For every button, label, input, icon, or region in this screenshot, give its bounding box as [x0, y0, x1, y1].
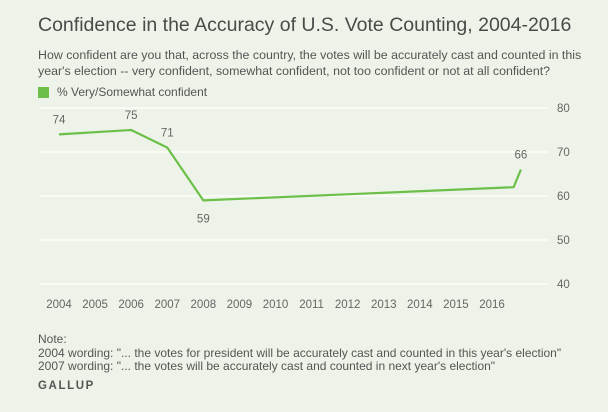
x-tick-label: 2011: [299, 299, 324, 311]
data-label: 66: [514, 150, 527, 162]
data-labels: 74 75 71 59 66: [53, 110, 528, 225]
note-line: 2004 wording: "... the votes for preside…: [38, 345, 562, 360]
series-line: [58, 128, 522, 202]
data-label: 74: [53, 114, 66, 126]
gridlines: [40, 107, 548, 285]
x-tick-label: 2008: [191, 299, 217, 311]
x-tick-label: 2013: [371, 299, 397, 311]
y-tick-label: 40: [557, 279, 570, 291]
y-axis-ticks: 80 70 60 50 40: [557, 103, 570, 291]
chart-title: Confidence in the Accuracy of U.S. Vote …: [38, 14, 572, 36]
x-tick-label: 2015: [443, 299, 469, 311]
x-tick-label: 2010: [263, 299, 289, 311]
data-label: 75: [125, 110, 138, 122]
legend-label: % Very/Somewhat confident: [57, 85, 208, 99]
data-label: 59: [197, 213, 210, 225]
series-layer: [58, 128, 522, 202]
legend: % Very/Somewhat confident: [38, 85, 207, 99]
chart-subtitle: How confident are you that, across the c…: [38, 48, 582, 78]
y-tick-label: 80: [557, 103, 570, 115]
x-tick-label: 2012: [335, 299, 361, 311]
legend-swatch: [38, 86, 49, 98]
data-label: 71: [161, 128, 174, 140]
y-tick-label: 50: [557, 235, 570, 247]
y-tick-label: 60: [557, 191, 570, 203]
x-tick-label: 2009: [227, 299, 253, 311]
note-heading: Note:: [38, 332, 67, 346]
note-line: 2007 wording: "... the votes will be acc…: [38, 359, 496, 373]
x-tick-label: 2007: [154, 299, 180, 311]
x-tick-label: 2006: [118, 299, 144, 311]
gallup-logo: GALLUP: [38, 380, 95, 392]
x-tick-label: 2005: [82, 299, 108, 311]
x-tick-label: 2004: [46, 299, 72, 311]
y-tick-label: 70: [557, 147, 570, 159]
x-tick-label: 2014: [407, 299, 433, 311]
x-axis-ticks: 2004 2005 2006 2007 2008 2009 2010 2011 2012 2013…: [46, 299, 505, 311]
x-tick-label: 2016: [479, 299, 505, 311]
note: Note: 2004 wording: "... the votes for p…: [38, 332, 562, 374]
